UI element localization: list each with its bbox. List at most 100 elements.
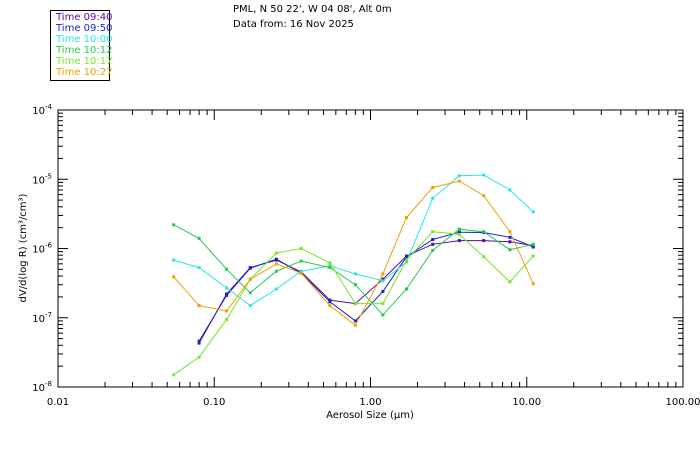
series-4-point: [508, 280, 512, 284]
series-2-point: [274, 287, 278, 291]
x-tick-label: 10.00: [512, 397, 541, 408]
series-3-point: [353, 283, 357, 287]
series-1-point: [508, 235, 512, 239]
series-3-point: [197, 236, 201, 240]
y-axis-label: dV/d(log R) (cm³/cm³): [18, 193, 29, 302]
series-2-point: [381, 279, 385, 283]
legend-item-0: Time 09:40: [56, 12, 113, 23]
series-2-point: [299, 269, 303, 273]
x-axis-label: Aerosol Size (µm): [326, 410, 414, 421]
series-1-point: [353, 319, 357, 323]
legend-item-2: Time 10:00: [56, 34, 113, 45]
series-4-point: [431, 230, 435, 234]
series-2-point: [508, 188, 512, 192]
y-tick-label: 10-4: [32, 103, 52, 117]
series-1-point: [197, 339, 201, 343]
series-5-point: [197, 304, 201, 308]
series-3-point: [299, 259, 303, 263]
series-2-point: [431, 196, 435, 200]
series-4-point: [381, 302, 385, 306]
series-5-point: [405, 216, 408, 219]
series-5-point: [531, 282, 535, 286]
plot-frame: [57, 109, 684, 388]
legend-item-5: Time 10:27: [56, 67, 113, 78]
location-header: PML, N 50 22', W 04 08', Alt 0m: [233, 4, 392, 15]
series-3-point: [405, 287, 408, 291]
series-5-point: [248, 277, 252, 281]
series-4-point: [197, 355, 201, 359]
x-tick-label: 0.10: [203, 397, 225, 408]
y-tick-label: 10-6: [32, 242, 52, 256]
series-2-point: [172, 258, 176, 262]
x-tick-label: 1.00: [359, 397, 381, 408]
series-0-point: [197, 341, 201, 345]
series-layer: [172, 173, 535, 377]
series-4-point: [405, 258, 408, 262]
series-5-point: [457, 179, 461, 183]
series-0-point: [482, 239, 486, 243]
series-1-point: [531, 245, 535, 249]
legend-item-4: Time 10:17: [56, 56, 113, 67]
series-4-point: [299, 247, 303, 250]
series-line-1: [198, 231, 534, 342]
series-0-point: [328, 298, 332, 302]
series-3-point: [248, 291, 252, 295]
series-4-point: [172, 373, 176, 377]
series-2-point: [225, 286, 229, 290]
series-0-point: [381, 277, 385, 281]
series-4-point: [531, 254, 535, 258]
series-2-point: [353, 272, 357, 276]
series-0-point: [457, 239, 461, 243]
series-1-point: [457, 230, 461, 234]
series-2-point: [405, 260, 408, 264]
series-2-point: [482, 173, 486, 177]
y-tick-label: 10-5: [32, 172, 52, 186]
series-4-point: [457, 232, 461, 236]
series-2-point: [531, 210, 535, 214]
series-2-point: [197, 266, 201, 270]
series-3-point: [457, 227, 461, 231]
series-2-point: [457, 174, 461, 178]
series-5-point: [328, 304, 332, 308]
series-5-point: [274, 262, 278, 266]
series-5-point: [381, 272, 385, 276]
series-4-point: [482, 255, 486, 259]
series-4-point: [353, 302, 357, 306]
legend-item-3: Time 10:12: [56, 45, 113, 56]
series-1-point: [431, 238, 435, 241]
series-3-point: [225, 267, 229, 271]
series-3-point: [274, 269, 278, 273]
series-1-point: [248, 266, 252, 270]
series-5-point: [225, 309, 229, 313]
series-3-point: [531, 242, 535, 246]
y-tick-label: 10-8: [32, 380, 52, 394]
axes: 0.01 0.10 1.00 10.00 100.00 10-4 10-5 10-6 10-7 1…: [32, 103, 700, 408]
series-2-point: [328, 264, 332, 268]
series-3-point: [482, 230, 486, 234]
series-5-point: [431, 186, 435, 189]
series-1-point: [274, 257, 278, 261]
series-0-point: [508, 240, 512, 244]
series-3-point: [172, 223, 176, 227]
series-5-point: [172, 275, 176, 279]
series-1-point: [405, 255, 408, 259]
series-5-point: [508, 230, 512, 234]
x-tick-label: 100.00: [666, 397, 700, 408]
series-4-point: [225, 318, 229, 322]
data-date-header: Data from: 16 Nov 2025: [233, 19, 354, 30]
series-0-point: [431, 242, 435, 246]
series-1-point: [225, 293, 229, 297]
series-3-point: [508, 248, 512, 252]
series-3-point: [431, 248, 435, 252]
series-2-point: [248, 304, 252, 308]
series-3-point: [381, 313, 385, 317]
series-1-point: [328, 300, 332, 304]
series-3-point: [328, 266, 332, 270]
series-4-point: [274, 251, 278, 255]
legend-item-1: Time 09:50: [56, 23, 113, 34]
series-4-point: [328, 261, 332, 265]
y-tick-label: 10-7: [32, 311, 52, 325]
series-5-point: [482, 194, 486, 198]
legend: Time 09:40 Time 09:50 Time 10:00 Time 10…: [50, 10, 113, 81]
